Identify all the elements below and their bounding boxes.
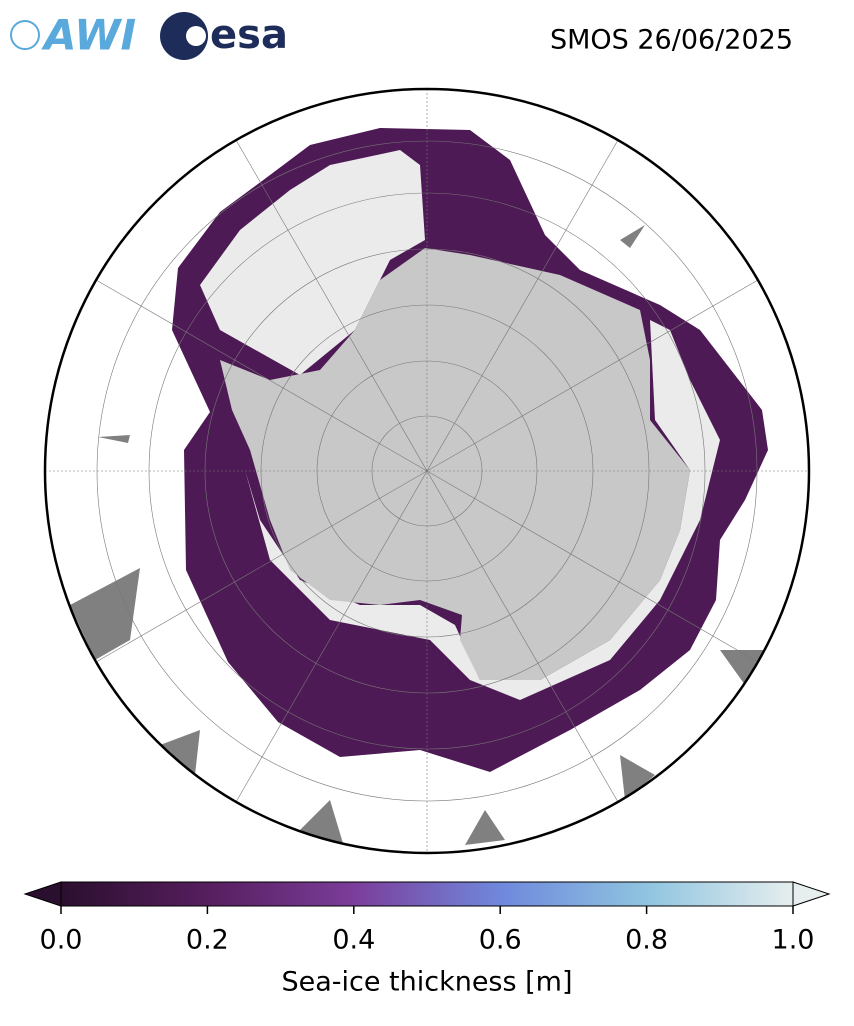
antarctica <box>220 248 690 680</box>
map-frame <box>43 87 811 855</box>
colorbar-tick-label: 1.0 <box>772 925 815 956</box>
colorbar-tick-label: 0.8 <box>625 925 668 956</box>
header: AWI esa SMOS 26/06/2025 <box>10 11 793 60</box>
colorbar-label: Sea-ice thickness [m] <box>281 967 572 998</box>
colorbar-gradient <box>60 881 794 907</box>
colorbar-under <box>23 881 62 907</box>
esa-logo: esa <box>210 12 288 58</box>
title: SMOS 26/06/2025 <box>550 25 793 56</box>
map <box>45 89 809 853</box>
colorbar-tick-label: 0.4 <box>332 925 375 956</box>
esa-icon-hole <box>186 26 206 46</box>
land-fragments <box>70 225 765 850</box>
esa-icon <box>160 12 208 60</box>
colorbar-over <box>792 881 831 907</box>
colorbar-tick-label: 0.6 <box>479 925 522 956</box>
colorbar-tick-label: 0.2 <box>186 925 229 956</box>
awi-icon <box>10 20 40 50</box>
colorbar: Sea-ice thickness [m] 0.0 0.2 0.4 0.6 0.8 1.0 <box>23 881 831 998</box>
colorbar-tick-label: 0.0 <box>40 925 83 956</box>
awi-logo: AWI <box>41 11 136 60</box>
graticule <box>45 89 809 853</box>
sea-ice-thick <box>200 150 720 700</box>
